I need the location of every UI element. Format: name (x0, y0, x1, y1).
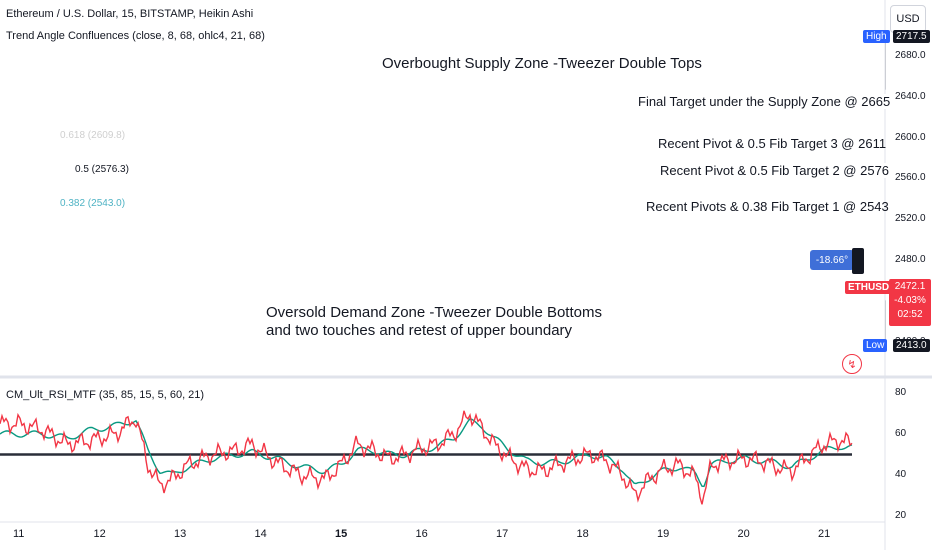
symbol-tag: ETHUSD (845, 281, 893, 294)
currency-button-label: USD (896, 13, 920, 25)
rsi-tick: 40 (895, 469, 907, 480)
low-tag-value: 2413.0 (893, 339, 930, 352)
low-tag-label: Low (863, 339, 888, 352)
trend-angle-marker (852, 248, 864, 274)
time-tick: 17 (496, 528, 509, 540)
chart-title: Ethereum / U.S. Dollar, 15, BITSTAMP, He… (6, 8, 254, 20)
rsi-slow-line (0, 417, 853, 488)
time-tick: 20 (737, 528, 750, 540)
rsi-indicator-label: CM_Ult_RSI_MTF (35, 85, 15, 5, 60, 21) (6, 389, 205, 401)
main-pane-bg (0, 0, 885, 376)
time-tick: 13 (174, 528, 187, 540)
time-tick: 12 (93, 528, 106, 540)
fib-0382-label: 0.382 (2543.0) (60, 198, 126, 209)
trend-angle-value: -18.66° (815, 254, 849, 266)
bar-countdown: 02:52 (897, 309, 923, 320)
rsi-tick: 80 (895, 387, 907, 398)
rsi-fast-line (0, 410, 853, 505)
price-tick: 2560.0 (895, 172, 926, 184)
price-tick: 2680.0 (895, 50, 926, 61)
target2-label[interactable]: Recent Pivot & 0.5 Fib Target 2 @ 2576 (660, 163, 890, 178)
final-target-label[interactable]: Final Target under the Supply Zone @ 266… (638, 94, 891, 109)
target1-label[interactable]: Recent Pivots & 0.38 Fib Target 1 @ 2543 (646, 199, 889, 214)
high-tag-value: 2717.5 (893, 30, 930, 43)
fib-05-label: 0.5 (2576.3) (75, 164, 129, 175)
time-tick: 21 (818, 528, 831, 540)
target3-label[interactable]: Recent Pivot & 0.5 Fib Target 3 @ 2611 (658, 136, 887, 151)
rsi-pane (0, 410, 853, 505)
last-price-tag: 2472.1 -4.03% 02:52 (889, 279, 931, 326)
time-tick: 11 (13, 528, 25, 540)
alert-bolt-icon[interactable]: ↯ (842, 354, 862, 374)
currency-button[interactable]: USD (890, 5, 926, 33)
supply-zone-label[interactable]: Overbought Supply Zone -Tweezer Double T… (382, 55, 702, 72)
time-tick: 15 (335, 528, 348, 540)
time-tick: 16 (415, 528, 428, 540)
trend-angle-tag[interactable]: -18.66° (810, 250, 854, 270)
time-tick: 14 (254, 528, 267, 540)
price-tick: 2480.0 (895, 254, 926, 265)
rsi-tick: 60 (895, 428, 907, 439)
demand-zone-label-1[interactable]: Oversold Demand Zone -Tweezer Double Bot… (266, 304, 602, 321)
fib-0618-label: 0.618 (2609.8) (60, 130, 126, 141)
price-tick: 2600.0 (895, 131, 926, 143)
last-price-value: 2472.1 (894, 281, 926, 292)
rsi-tick: 20 (895, 510, 907, 521)
time-tick: 19 (657, 528, 670, 540)
last-price-change: -4.03% (894, 295, 926, 306)
price-tick: 2640.0 (895, 90, 926, 102)
high-tag-label: High (863, 30, 890, 43)
indicator-label: Trend Angle Confluences (close, 8, 68, o… (6, 30, 265, 42)
demand-zone-label-2[interactable]: and two touches and retest of upper boun… (266, 322, 573, 339)
time-tick: 18 (576, 528, 589, 540)
price-tick: 2520.0 (895, 213, 926, 225)
